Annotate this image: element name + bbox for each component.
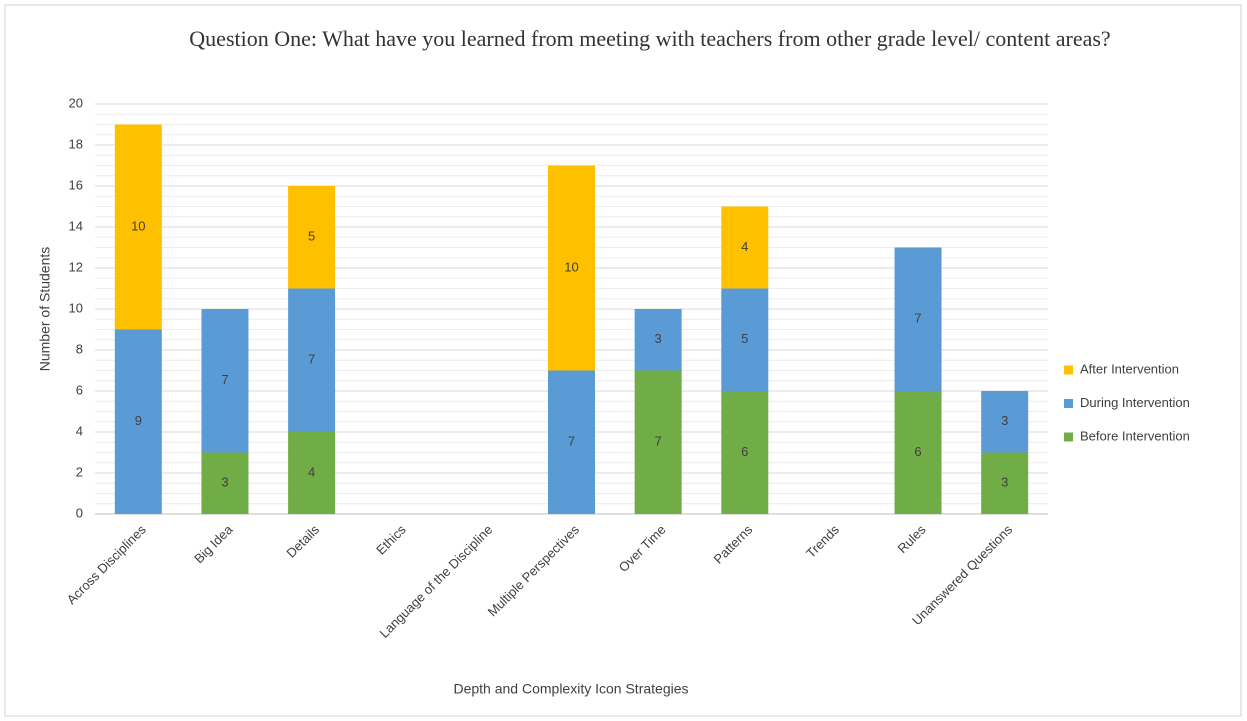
y-tick-label: 4: [76, 423, 83, 438]
data-label: 5: [741, 331, 748, 346]
bar-segment: [894, 247, 942, 391]
legend-label: Before Intervention: [1080, 428, 1190, 443]
y-tick-label: 20: [69, 95, 83, 110]
data-label: 3: [655, 331, 662, 346]
legend-label: After Intervention: [1080, 361, 1179, 376]
data-label: 3: [221, 475, 228, 490]
legend-swatch: [1064, 399, 1073, 408]
bar-segment: [634, 370, 682, 514]
data-label: 6: [914, 444, 921, 459]
x-axis-label: Depth and Complexity Icon Strategies: [453, 681, 688, 697]
y-tick-label: 10: [69, 300, 83, 315]
x-tick-label: Multiple Perspectives: [485, 522, 583, 620]
y-tick-label: 8: [76, 341, 83, 356]
bar-segment: [721, 288, 769, 391]
data-label: 9: [135, 413, 142, 428]
x-tick-label: Rules: [894, 522, 928, 556]
bar-segment: [288, 432, 336, 514]
legend-swatch: [1064, 365, 1073, 375]
bar-segment: [634, 309, 682, 371]
y-tick-label: 18: [69, 136, 83, 151]
bar-segment: [548, 370, 595, 514]
data-label: 7: [655, 434, 662, 449]
bar-segment: [201, 452, 249, 514]
data-label: 7: [221, 372, 228, 387]
y-axis-label: Number of Students: [37, 247, 53, 372]
bar-segment: [548, 165, 595, 371]
y-tick-label: 12: [69, 259, 83, 274]
y-tick-label: 0: [76, 505, 83, 520]
bar-segment: [721, 206, 769, 289]
bar-segment: [201, 309, 249, 453]
x-tick-label: Across Disciplines: [64, 522, 150, 608]
data-label: 7: [308, 352, 315, 367]
data-label: 10: [564, 259, 578, 274]
x-tick-label: Patterns: [710, 522, 755, 567]
bar-segment: [114, 329, 162, 514]
bar-segment: [981, 452, 1029, 514]
data-label: 3: [1001, 413, 1008, 428]
data-label: 6: [741, 444, 748, 459]
bar-segment: [288, 186, 336, 289]
data-label: 7: [914, 311, 921, 326]
data-label: 4: [741, 239, 748, 254]
x-tick-label: Trends: [803, 522, 842, 561]
y-tick-label: 2: [76, 464, 83, 479]
legend-swatch: [1064, 432, 1073, 442]
x-tick-label: Ethics: [373, 522, 409, 558]
bar-segment: [894, 391, 942, 514]
data-label: 7: [568, 434, 575, 449]
x-tick-label: Big Idea: [191, 521, 236, 566]
legend-label: During Intervention: [1080, 395, 1190, 410]
x-tick-label: Over Time: [616, 522, 669, 575]
bar-segment: [114, 124, 162, 330]
data-label: 3: [1001, 475, 1008, 490]
y-tick-label: 16: [69, 177, 83, 192]
data-label: 5: [308, 229, 315, 244]
x-tick-label: Unanswered Questions: [909, 522, 1016, 629]
data-label: 10: [131, 218, 145, 233]
data-label: 4: [308, 464, 315, 479]
y-tick-label: 14: [69, 218, 83, 233]
chart-border: [4, 4, 1242, 717]
x-tick-label: Details: [283, 522, 322, 561]
bar-segment: [288, 288, 336, 432]
chart-title: Question One: What have you learned from…: [189, 26, 1111, 51]
bar-segment: [981, 391, 1029, 453]
y-tick-label: 6: [76, 382, 83, 397]
bar-segment: [721, 391, 769, 514]
